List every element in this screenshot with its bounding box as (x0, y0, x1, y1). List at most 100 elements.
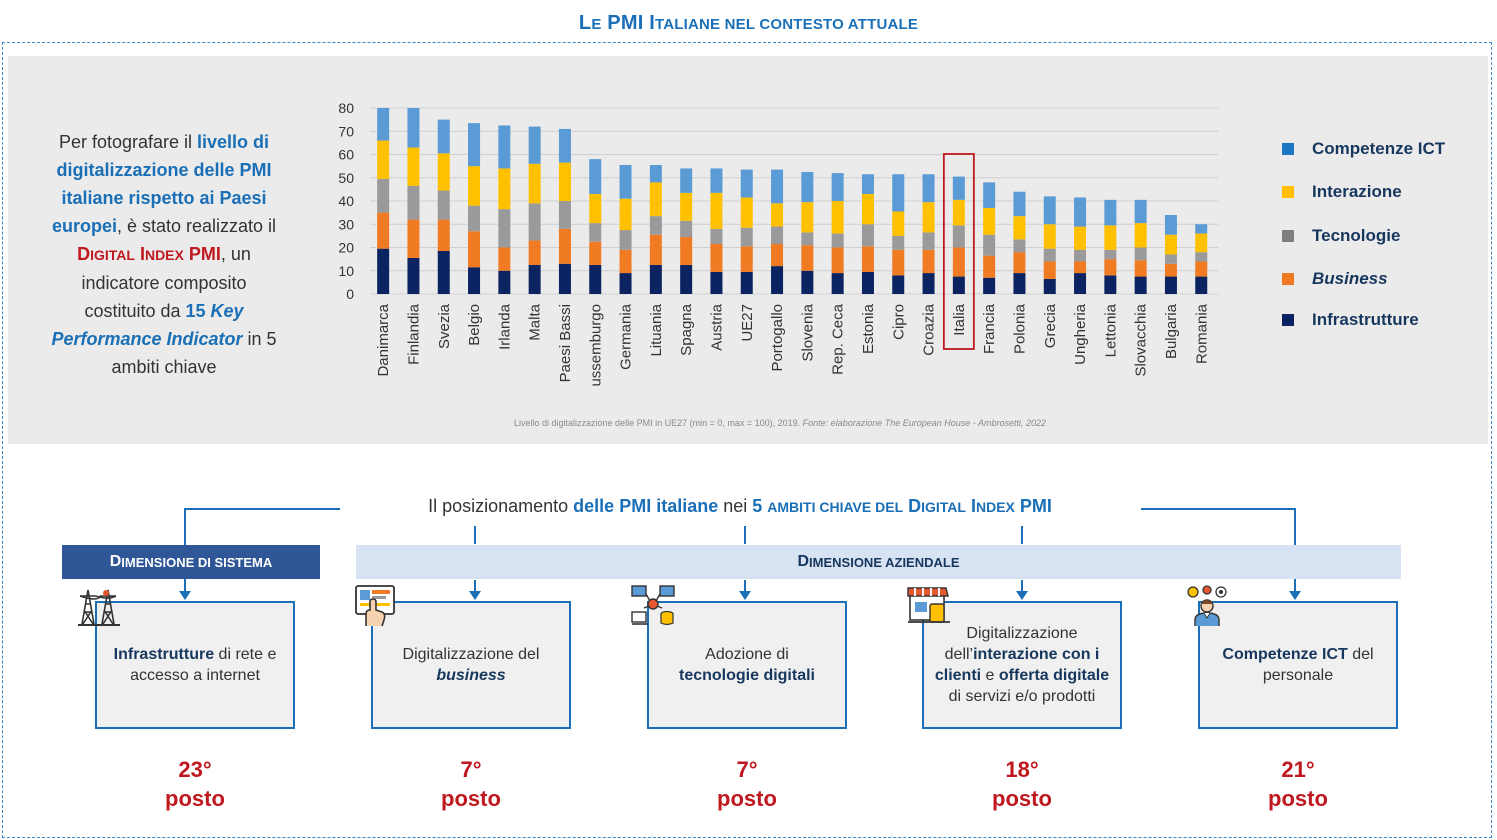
x-tick-label: Irlanda (496, 303, 513, 350)
bar-segment (801, 232, 814, 246)
bar-segment (649, 264, 662, 294)
legend-item-infrastrutture: Infrastrutture (1282, 310, 1419, 330)
bar-segment (1013, 191, 1026, 217)
bar-segment (528, 203, 541, 241)
bar-segment (892, 174, 905, 212)
card-business: Digitalizzazione del business (371, 601, 571, 729)
bar-segment (952, 276, 965, 294)
x-tick-label: Polonia (1011, 303, 1028, 354)
bar-segment (1104, 225, 1117, 250)
x-tick-label: Lussemburgo (587, 304, 604, 386)
x-tick-label: Bulgaria (1163, 303, 1180, 359)
positioning-headline: Il posizionamento delle PMI italiane nei… (340, 494, 1140, 519)
y-tick-label: 60 (338, 147, 354, 163)
x-tick-label: Paesi Bassi (557, 304, 574, 382)
bar-segment (1013, 273, 1026, 294)
arrow-icon (179, 591, 191, 600)
bar-segment (922, 273, 935, 294)
bar-segment (558, 162, 571, 201)
bar-segment (528, 163, 541, 204)
y-tick-label: 10 (338, 263, 354, 279)
bar-segment (649, 216, 662, 235)
bar-segment (1104, 275, 1117, 294)
x-tick-label: UE27 (739, 304, 756, 342)
bar-segment (1195, 252, 1208, 262)
bar-segment (983, 207, 996, 235)
bar-segment (771, 244, 784, 267)
bar-segment (1013, 216, 1026, 240)
x-tick-label: Slovacchia (1133, 303, 1150, 376)
bar-segment (407, 185, 420, 220)
bar-segment (589, 194, 602, 224)
bar-segment (892, 235, 905, 250)
bar-segment (1043, 278, 1056, 294)
bar-segment (1195, 224, 1208, 234)
bar-segment (710, 228, 723, 245)
bar-segment (861, 246, 874, 272)
bar-segment (1134, 260, 1147, 277)
legend-swatch (1282, 230, 1294, 242)
bar-segment (589, 159, 602, 195)
arrow-icon (469, 591, 481, 600)
x-tick-label: Svezia (436, 303, 453, 349)
x-tick-label: Spagna (678, 303, 695, 355)
bar-segment (1195, 276, 1208, 294)
bar-segment (468, 166, 481, 206)
bar-segment (468, 123, 481, 167)
connector-line (744, 526, 746, 544)
x-tick-label: Danimarca (375, 303, 392, 376)
bar-segment (740, 197, 753, 228)
x-tick-label: Grecia (1042, 303, 1059, 348)
connector-line (474, 526, 476, 544)
legend-swatch (1282, 273, 1294, 285)
bar-segment (1074, 273, 1087, 294)
bar-segment (801, 171, 814, 203)
bar-segment (680, 264, 693, 294)
bar-segment (528, 264, 541, 294)
bar-segment (952, 225, 965, 248)
bar-segment (468, 231, 481, 268)
rank-business: 7° posto (441, 757, 501, 811)
bar-segment (407, 219, 420, 258)
bar-segment (1074, 226, 1087, 250)
bar-segment (437, 153, 450, 191)
bar-segment (558, 201, 571, 229)
bar-segment (740, 271, 753, 294)
bar-segment (1134, 247, 1147, 261)
bar-segment (498, 125, 511, 169)
content-frame (2, 42, 1492, 838)
bar-segment (498, 168, 511, 210)
bar-segment (1195, 233, 1208, 253)
bar-segment (1104, 259, 1117, 276)
bar-segment (983, 182, 996, 208)
bar-segment (1043, 196, 1056, 225)
legend-swatch (1282, 314, 1294, 326)
legend-item-competenze: Competenze ICT (1282, 139, 1445, 159)
x-tick-label: Cipro (890, 304, 907, 340)
connector-line (1021, 526, 1023, 544)
bar-segment (1104, 249, 1117, 260)
dimensione-sistema-bar: D IMENSIONE DI SISTEMA (62, 545, 320, 579)
bar-segment (801, 202, 814, 233)
bar-segment (1013, 252, 1026, 274)
x-tick-label: Italia (951, 303, 968, 335)
bar-segment (377, 108, 390, 141)
bar-segment (1074, 197, 1087, 227)
bar-segment (771, 203, 784, 227)
bar-segment (619, 273, 632, 294)
x-tick-label: Estonia (860, 303, 877, 354)
bar-segment (922, 249, 935, 274)
bar-segment (649, 164, 662, 183)
bar-segment (710, 271, 723, 294)
tablet-hand-icon (355, 585, 395, 627)
bar-segment (1104, 199, 1117, 226)
bar-segment (558, 228, 571, 264)
legend-item-tecnologie: Tecnologie (1282, 226, 1400, 246)
x-tick-label: Croazia (921, 303, 938, 355)
connector-line (744, 580, 746, 591)
legend-item-interazione: Interazione (1282, 182, 1402, 202)
rank-interazione: 18° posto (992, 757, 1052, 811)
bar-segment (407, 108, 420, 148)
online-store-icon (907, 587, 950, 623)
bar-segment (528, 126, 541, 164)
